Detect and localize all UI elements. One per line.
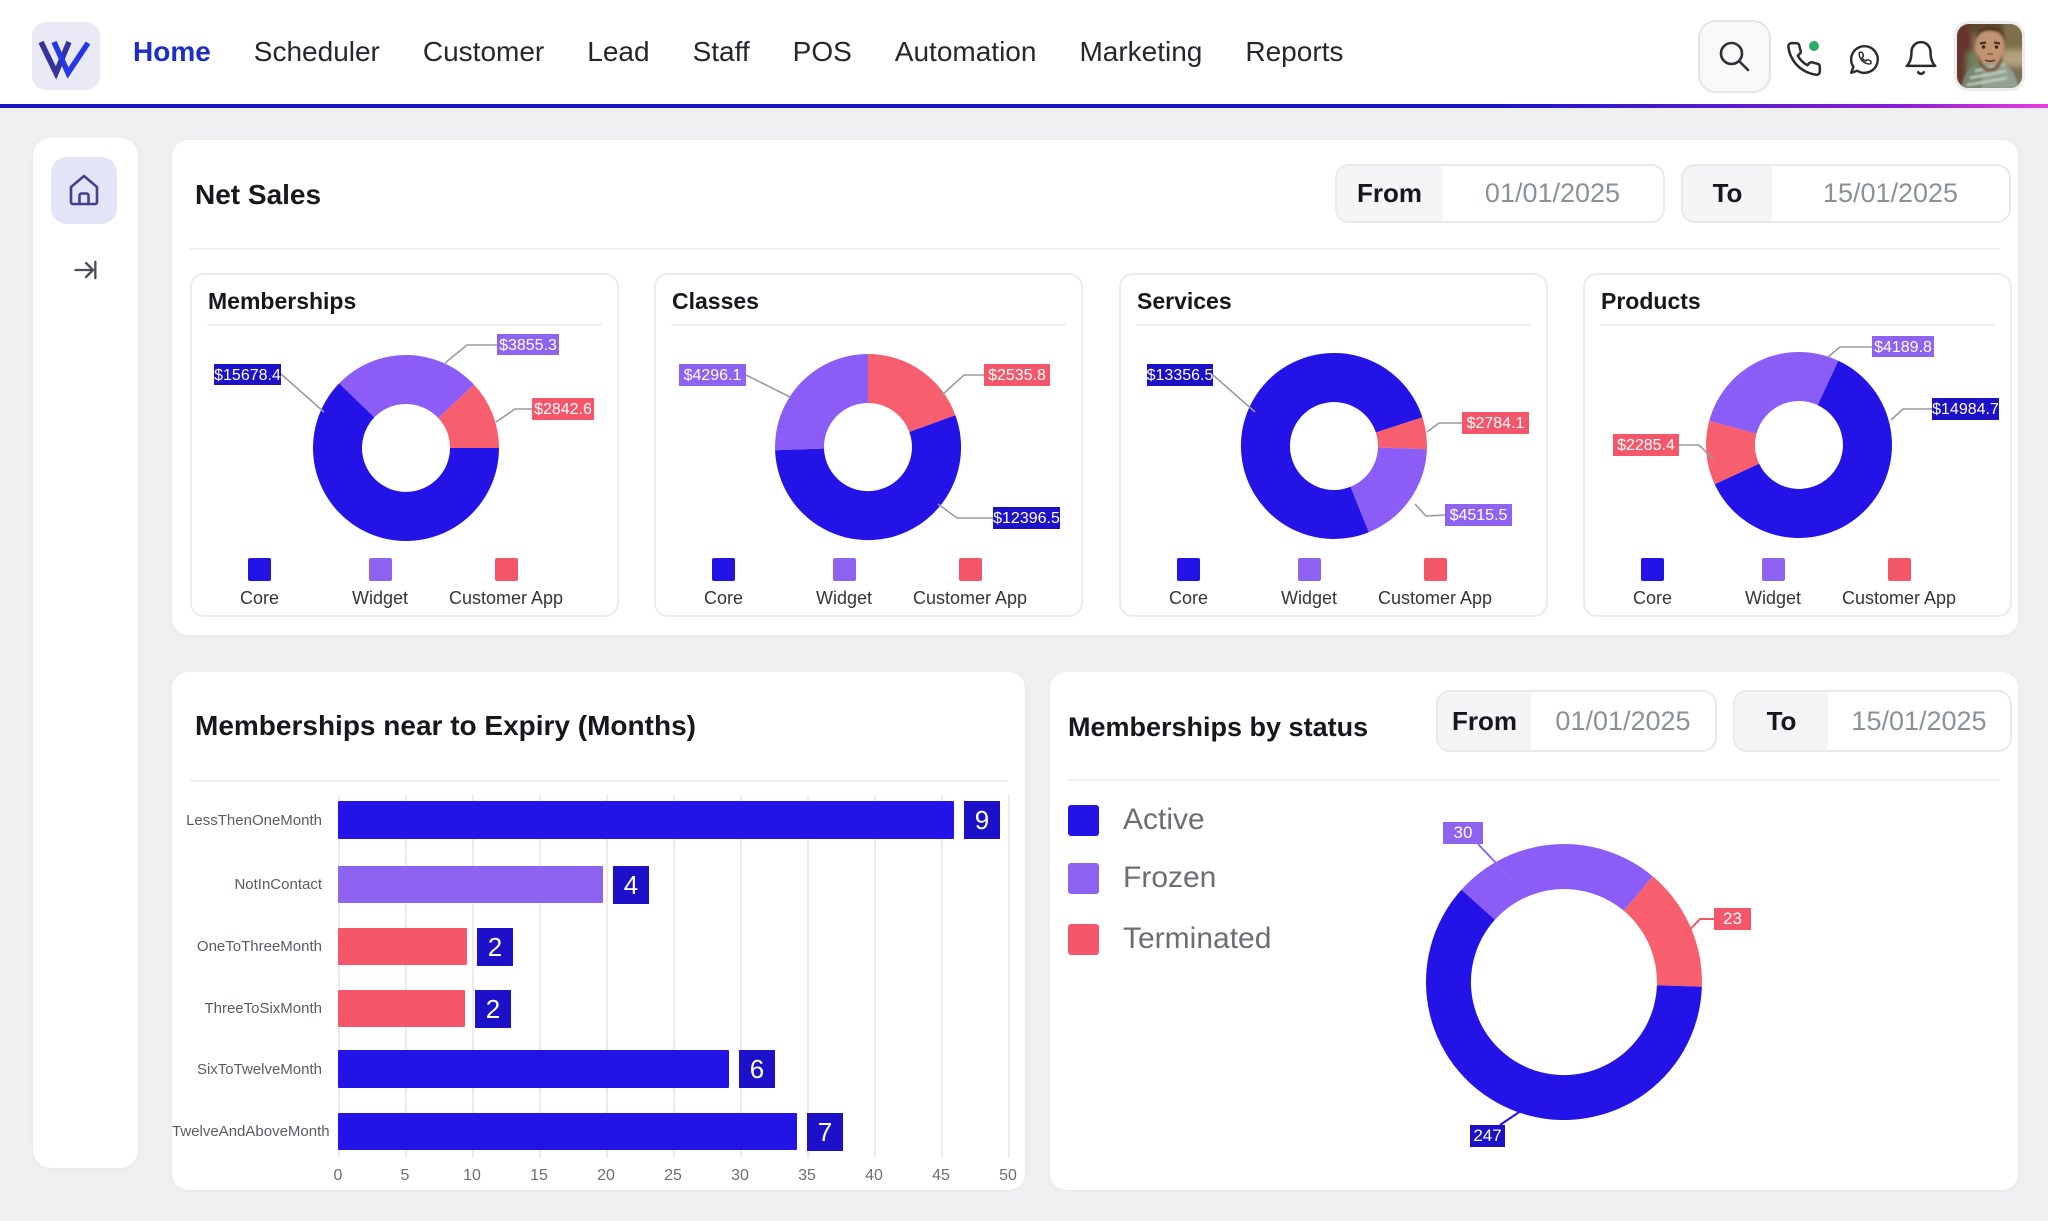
svg-text:$15678.4: $15678.4 [214,367,281,384]
svg-text:$2784.1: $2784.1 [1467,415,1525,432]
svg-text:$2285.4: $2285.4 [1617,437,1675,454]
svg-text:30: 30 [1454,823,1473,842]
svg-text:$3855.3: $3855.3 [499,337,557,354]
svg-text:$2842.6: $2842.6 [534,401,592,418]
svg-text:$2535.8: $2535.8 [988,367,1046,384]
svg-text:$4296.1: $4296.1 [684,367,742,384]
svg-text:23: 23 [1723,909,1742,928]
svg-text:$4189.8: $4189.8 [1874,339,1932,356]
svg-text:$12396.5: $12396.5 [993,510,1060,527]
svg-text:$13356.5: $13356.5 [1147,367,1214,384]
svg-text:$14984.7: $14984.7 [1932,401,1999,418]
svg-text:247: 247 [1473,1126,1501,1145]
svg-text:$4515.5: $4515.5 [1450,507,1508,524]
